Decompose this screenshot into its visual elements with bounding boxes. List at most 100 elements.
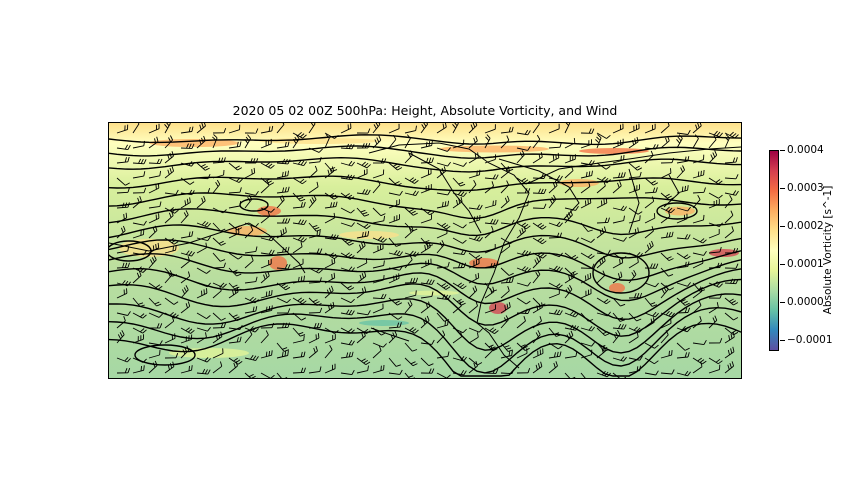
barb-staff bbox=[212, 137, 218, 149]
barb-staff bbox=[164, 297, 175, 305]
barb-flag bbox=[454, 123, 458, 127]
wind-barb bbox=[228, 252, 243, 260]
wind-barb bbox=[532, 330, 541, 344]
barb-flag bbox=[523, 224, 529, 228]
wind-barb bbox=[276, 158, 291, 165]
barb-staff bbox=[228, 365, 238, 374]
barb-flag bbox=[729, 131, 734, 136]
barb-flag bbox=[442, 330, 446, 336]
barb-flag bbox=[205, 332, 207, 338]
barb-staff bbox=[692, 366, 703, 374]
wind-barb bbox=[260, 270, 270, 284]
barb-flag bbox=[252, 327, 257, 332]
wind-barb bbox=[148, 282, 163, 290]
barb-flag bbox=[699, 316, 702, 322]
barb-staff bbox=[324, 162, 333, 172]
barb-flag bbox=[621, 256, 627, 260]
barb-flag bbox=[347, 285, 352, 289]
barb-staff bbox=[708, 369, 720, 374]
wind-barb bbox=[564, 351, 578, 359]
barb-staff bbox=[212, 266, 225, 269]
wind-barb bbox=[324, 258, 336, 269]
barb-flag bbox=[543, 173, 547, 179]
barb-staff bbox=[404, 294, 416, 299]
barb-flag bbox=[667, 195, 672, 199]
barb-flag bbox=[287, 246, 290, 252]
barb-flag bbox=[507, 285, 510, 291]
barb-flag bbox=[425, 303, 429, 309]
wind-barb bbox=[388, 273, 400, 284]
wind-barb bbox=[644, 297, 658, 307]
barb-staff bbox=[612, 372, 621, 378]
barb-staff bbox=[724, 137, 730, 149]
barb-staff bbox=[692, 305, 702, 314]
barb-staff bbox=[596, 312, 608, 317]
wind-barb bbox=[116, 156, 130, 164]
barb-flag bbox=[441, 240, 445, 245]
wind-barb bbox=[548, 180, 558, 194]
barb-flag bbox=[730, 333, 733, 339]
barb-flag bbox=[156, 136, 159, 142]
barb-flag bbox=[475, 136, 478, 142]
barb-flag bbox=[602, 331, 608, 335]
barb-staff bbox=[276, 282, 286, 291]
barb-flag bbox=[538, 123, 540, 125]
wind-barb bbox=[484, 154, 497, 164]
barb-flag bbox=[426, 243, 429, 249]
wind-barb bbox=[388, 123, 400, 134]
barb-staff bbox=[116, 177, 126, 186]
wind-barb bbox=[228, 162, 243, 171]
barb-flag bbox=[668, 207, 673, 212]
barb-staff bbox=[500, 246, 511, 254]
barb-flag bbox=[235, 225, 240, 229]
barb-staff bbox=[692, 237, 704, 244]
barb-staff bbox=[500, 342, 509, 352]
barb-flag bbox=[137, 266, 142, 271]
barb-staff bbox=[356, 291, 367, 299]
barb-staff bbox=[260, 237, 272, 242]
wind-barb bbox=[660, 231, 674, 239]
barb-flag bbox=[538, 188, 541, 194]
barb-flag bbox=[477, 152, 479, 158]
wind-barb bbox=[484, 218, 499, 225]
barb-flag bbox=[348, 143, 352, 149]
barb-flag bbox=[600, 344, 606, 348]
wind-barb bbox=[212, 179, 221, 194]
barb-flag bbox=[681, 325, 686, 331]
barb-flag bbox=[485, 136, 490, 141]
barb-staff bbox=[228, 222, 238, 231]
barb-staff bbox=[580, 277, 592, 284]
barb-staff bbox=[564, 207, 576, 211]
barb-flag bbox=[171, 239, 177, 244]
map-panel[interactable] bbox=[108, 122, 742, 379]
barb-flag bbox=[140, 267, 145, 272]
barb-staff bbox=[308, 170, 318, 179]
barb-flag bbox=[122, 225, 126, 231]
barb-flag bbox=[713, 130, 718, 136]
barb-flag bbox=[286, 298, 291, 304]
wind-barb bbox=[452, 356, 467, 362]
wind-barb bbox=[324, 212, 336, 224]
barb-flag bbox=[606, 179, 611, 184]
barb-flag bbox=[636, 318, 642, 322]
wind-barb bbox=[420, 123, 428, 134]
barb-flag bbox=[188, 251, 193, 256]
barb-flag bbox=[284, 159, 288, 164]
barb-flag bbox=[215, 181, 219, 187]
barb-flag bbox=[716, 282, 721, 287]
barb-flag bbox=[601, 347, 604, 353]
wind-barb bbox=[420, 140, 433, 149]
barb-staff bbox=[340, 267, 352, 272]
wind-barb bbox=[628, 184, 640, 194]
barb-flag bbox=[639, 365, 641, 371]
wind-barb bbox=[692, 134, 699, 149]
wind-barb bbox=[708, 246, 722, 254]
barb-staff bbox=[148, 205, 160, 209]
wind-barb bbox=[260, 138, 272, 149]
wind-barb bbox=[724, 134, 730, 149]
barb-flag bbox=[463, 356, 467, 362]
barb-flag bbox=[601, 257, 604, 263]
wind-barb bbox=[180, 231, 194, 239]
wind-barb bbox=[628, 251, 643, 258]
barb-flag bbox=[574, 313, 579, 318]
